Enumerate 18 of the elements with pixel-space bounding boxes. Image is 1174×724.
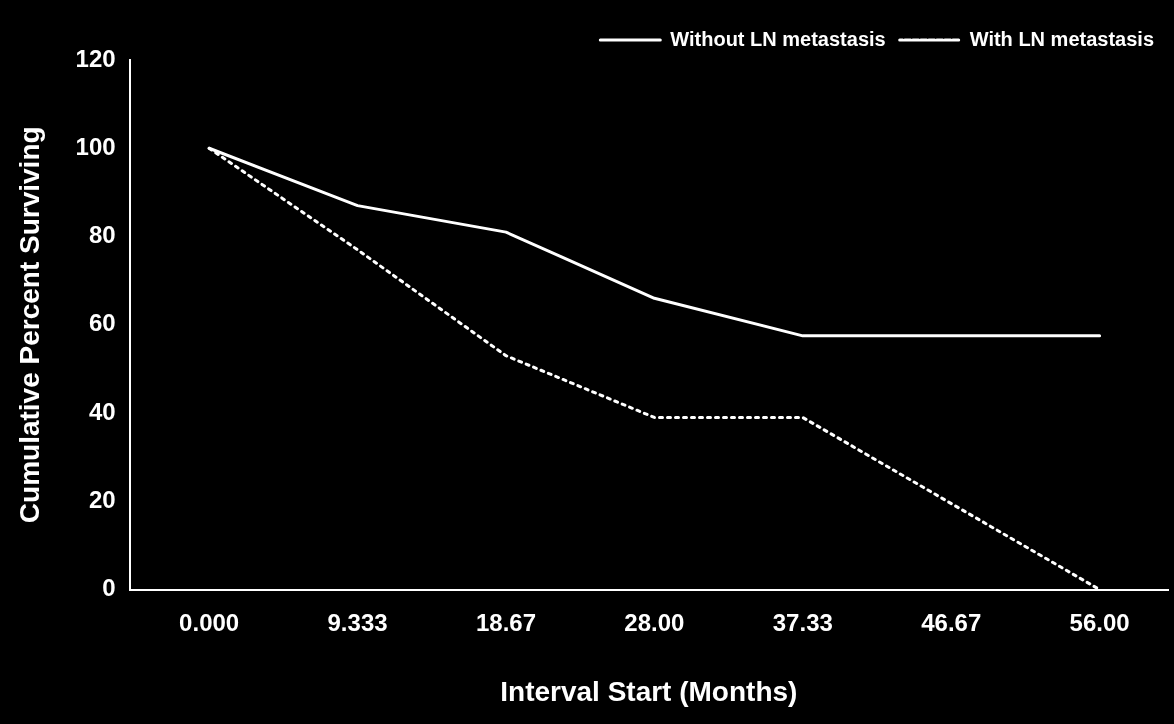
- legend-label: Without LN metastasis: [670, 27, 886, 50]
- y-tick-label: 80: [88, 221, 116, 249]
- x-tick-label: 18.67: [475, 608, 537, 636]
- x-tick-label: 56.00: [1069, 608, 1130, 636]
- y-tick-label: 20: [88, 485, 116, 513]
- y-tick-label: 60: [88, 309, 116, 337]
- x-tick-label: 37.33: [772, 608, 833, 636]
- x-axis-title: Interval Start (Months): [500, 675, 798, 707]
- x-tick-label: 46.67: [921, 608, 982, 636]
- legend-label: With LN metastasis: [969, 27, 1155, 50]
- y-tick-label: 100: [75, 132, 116, 160]
- y-tick-label: 0: [102, 574, 116, 602]
- x-tick-label: 0.000: [179, 608, 240, 636]
- x-tick-label: 28.00: [624, 608, 685, 636]
- y-tick-label: 40: [88, 397, 116, 425]
- x-tick-label: 9.333: [327, 608, 388, 636]
- y-tick-label: 120: [75, 44, 116, 72]
- y-axis-title: Cumulative Percent Surviving: [13, 126, 45, 524]
